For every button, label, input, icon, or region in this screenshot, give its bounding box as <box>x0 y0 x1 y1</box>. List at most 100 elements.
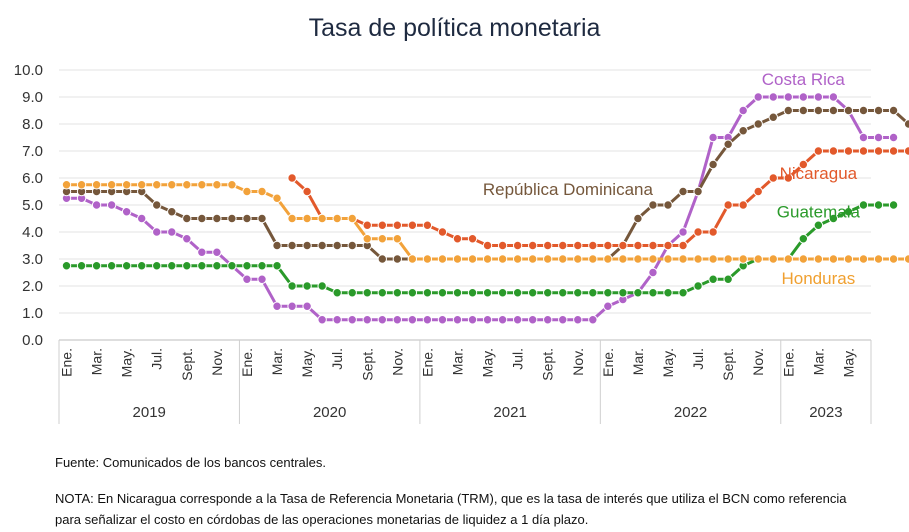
data-point <box>738 126 748 136</box>
data-point <box>753 186 763 197</box>
data-point <box>843 254 854 264</box>
y-tick-label: 4.0 <box>22 224 43 241</box>
data-point <box>543 288 553 298</box>
data-point <box>257 213 267 224</box>
data-point <box>603 288 613 298</box>
data-point <box>137 261 147 271</box>
x-tick-label: Mar. <box>810 348 826 375</box>
data-point <box>497 288 508 298</box>
data-point <box>873 105 884 116</box>
data-point <box>332 240 342 251</box>
data-point <box>858 132 869 143</box>
data-point <box>422 315 433 325</box>
data-point <box>362 220 372 230</box>
data-point <box>212 180 222 190</box>
data-point <box>212 213 222 224</box>
y-tick-label: 9.0 <box>22 89 43 106</box>
data-point <box>392 254 403 264</box>
data-point <box>347 315 357 325</box>
data-point <box>167 227 177 237</box>
data-point <box>152 180 162 190</box>
data-point <box>708 159 718 170</box>
data-point <box>302 213 312 224</box>
data-point <box>197 180 207 190</box>
data-point <box>182 180 192 190</box>
data-point <box>813 92 824 102</box>
data-point <box>738 105 748 116</box>
year-label: 2023 <box>809 404 842 421</box>
data-point <box>798 92 809 102</box>
series-label: Honduras <box>782 269 856 288</box>
data-point <box>362 288 372 298</box>
data-point <box>407 220 418 230</box>
data-point <box>91 200 102 210</box>
data-point <box>422 288 433 298</box>
data-point <box>347 240 357 251</box>
data-point <box>467 315 478 325</box>
data-point <box>302 281 312 291</box>
data-point <box>497 315 508 325</box>
data-point <box>497 240 508 251</box>
data-point <box>257 261 267 271</box>
data-point <box>573 288 583 298</box>
data-point <box>828 92 839 102</box>
x-tick-label: Jul. <box>510 348 526 370</box>
data-point <box>693 186 703 197</box>
data-point <box>813 146 824 156</box>
data-point <box>708 254 718 264</box>
data-point <box>61 261 72 271</box>
data-point <box>843 207 854 217</box>
data-point <box>167 207 177 217</box>
x-tick-label: Nov. <box>209 348 225 376</box>
data-point <box>392 234 403 244</box>
data-point <box>347 213 357 224</box>
data-point <box>152 227 162 237</box>
data-point <box>753 119 763 129</box>
data-point <box>738 200 748 210</box>
data-point <box>753 254 763 264</box>
data-point <box>708 274 718 284</box>
data-point <box>407 315 418 325</box>
year-label: 2021 <box>493 404 526 421</box>
x-tick-label: Ene. <box>59 348 75 377</box>
data-point <box>392 220 403 230</box>
data-point <box>91 180 102 190</box>
data-point <box>828 105 839 116</box>
data-point <box>332 315 342 325</box>
data-point <box>287 281 297 291</box>
data-point <box>843 105 854 116</box>
data-point <box>167 261 177 271</box>
data-point <box>482 240 493 251</box>
data-point <box>633 288 643 298</box>
data-point <box>272 261 282 271</box>
data-point <box>91 261 102 271</box>
data-point <box>377 234 387 244</box>
data-point <box>723 254 733 264</box>
data-point <box>723 139 733 149</box>
data-point <box>76 180 87 190</box>
y-tick-label: 1.0 <box>22 305 43 322</box>
data-point <box>317 213 327 224</box>
data-point <box>573 254 583 264</box>
year-label: 2020 <box>313 404 346 421</box>
x-tick-label: May. <box>299 348 315 377</box>
data-point <box>543 240 553 251</box>
data-point <box>678 254 688 264</box>
chart-title: Tasa de política monetaria <box>308 14 601 42</box>
data-point <box>888 146 899 156</box>
data-point <box>121 180 132 190</box>
data-point <box>437 315 448 325</box>
y-tick-label: 3.0 <box>22 251 43 268</box>
data-point <box>242 186 252 197</box>
data-point <box>272 301 282 311</box>
x-tick-label: Mar. <box>630 348 646 375</box>
y-tick-label: 7.0 <box>22 143 43 160</box>
data-point <box>813 105 824 116</box>
data-point <box>121 207 132 217</box>
x-tick-label: May. <box>119 348 135 377</box>
x-tick-label: Ene. <box>419 348 435 377</box>
x-tick-label: May. <box>660 348 676 377</box>
data-point <box>888 254 899 264</box>
data-point <box>693 281 703 291</box>
data-point <box>543 254 553 264</box>
